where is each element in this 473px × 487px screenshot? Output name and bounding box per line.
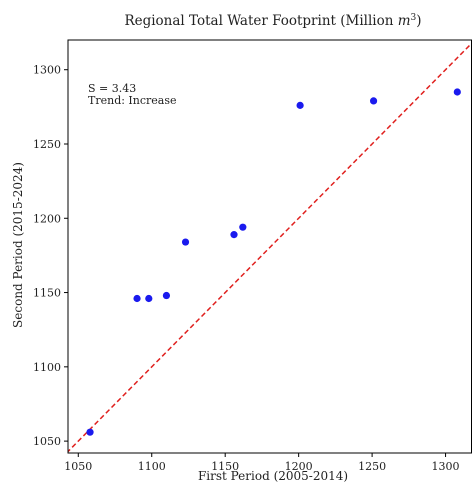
chart-title: Regional Total Water Footprint (Million … [124, 13, 421, 29]
data-point [369, 97, 378, 105]
axes-frame [67, 39, 472, 454]
x-tick-label: 1300 [432, 460, 460, 473]
y-tick-label: 1200 [33, 212, 61, 225]
annotation-trend: Trend: Increase [88, 94, 177, 107]
data-point [296, 101, 304, 109]
y-tick-label: 1250 [33, 138, 61, 151]
x-tick-label: 1200 [285, 460, 313, 473]
plot-area: 1050 1100 1150 1200 1250 1300 1050 1100 1150 1200… [33, 39, 472, 473]
annotation-stat: S = 3.43 [88, 82, 136, 95]
data-point [145, 294, 153, 303]
y-tick-label: 1050 [33, 435, 61, 448]
x-axis-label: First Period (2005-2014) [198, 469, 348, 483]
data-point [86, 428, 94, 436]
data-point [230, 231, 238, 239]
data-point [181, 238, 190, 246]
data-point [239, 223, 247, 231]
x-tick-label: 1050 [64, 460, 92, 473]
reference-line [68, 41, 472, 453]
x-tick-label: 1150 [211, 460, 239, 473]
y-axis-label: Second Period (2015-2024) [11, 162, 25, 328]
y-tick-label: 1150 [33, 287, 61, 300]
data-point [162, 291, 171, 300]
y-tick-label: 1300 [33, 64, 61, 77]
data-point [453, 88, 461, 96]
y-tick-label: 1100 [33, 361, 61, 374]
data-point [133, 294, 141, 303]
x-tick-label: 1100 [138, 460, 166, 473]
x-tick-label: 1250 [358, 460, 386, 473]
